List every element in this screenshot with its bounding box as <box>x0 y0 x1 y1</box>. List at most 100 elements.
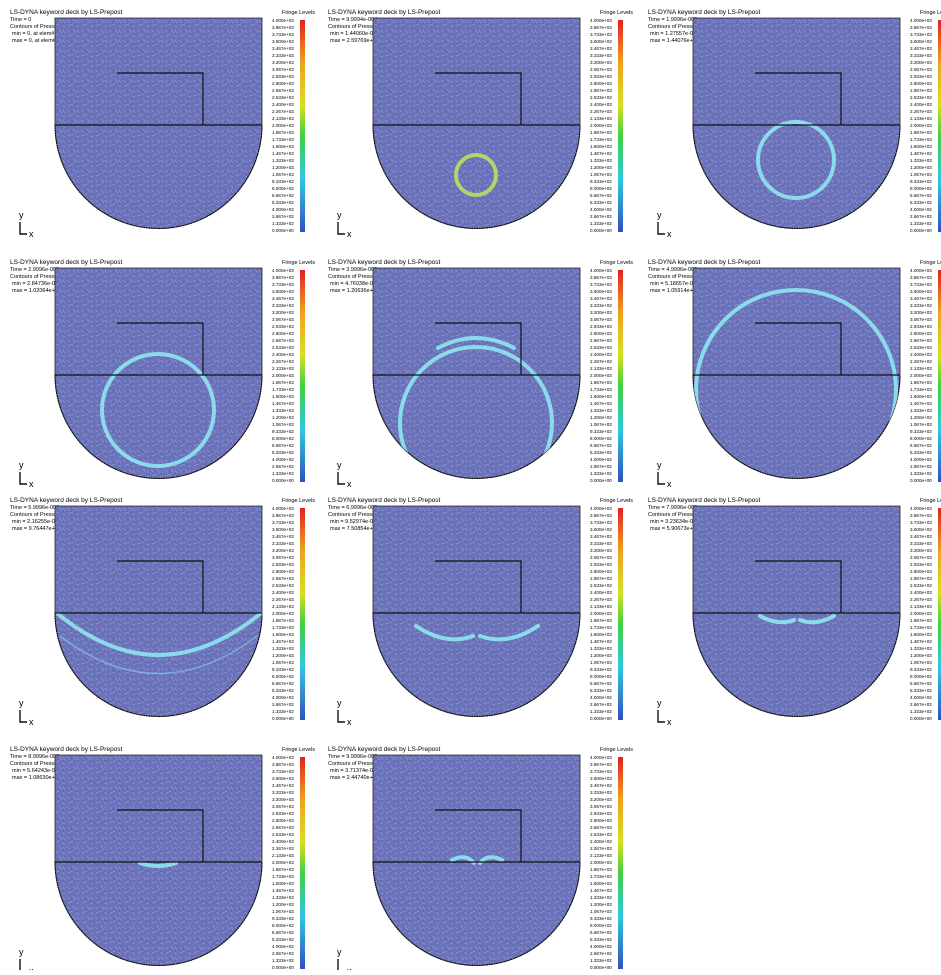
fringe-level: 2.267e+03 <box>272 597 294 602</box>
fringe-level: 3.867e+03 <box>272 275 294 280</box>
fringe-title: Fringe Levels <box>920 260 941 266</box>
domain-edge <box>692 612 901 718</box>
fringe-level: 2.800e+03 <box>590 818 612 823</box>
fringe-level: 2.400e+03 <box>272 102 294 107</box>
fringe-level: 3.200e+03 <box>910 548 932 553</box>
fringe-level: 2.267e+03 <box>272 846 294 851</box>
min-label: min = 4.76038e-04, at elem# 3463 <box>330 281 414 287</box>
fringe-level: 1.067e+03 <box>272 909 294 914</box>
fringe-bar <box>300 270 305 482</box>
fringe-level: 2.400e+03 <box>272 590 294 595</box>
fringe-level: 2.133e+03 <box>590 853 612 858</box>
fringe-level: 3.333e+03 <box>910 303 932 308</box>
fringe-level: 2.533e+03 <box>272 95 294 100</box>
inner-structure <box>435 809 522 862</box>
fringe-level: 6.667e+02 <box>590 681 612 686</box>
fringe-level: 0.000e+00 <box>910 228 932 233</box>
fringe-level: 3.867e+03 <box>590 513 612 518</box>
fringe-level: 3.333e+03 <box>910 53 932 58</box>
min-label: min = 2.16255e-04, at elem# 1273 <box>12 519 96 525</box>
fringe-level: 3.067e+03 <box>590 317 612 322</box>
fringe-level: 4.000e+02 <box>590 695 612 700</box>
fringe-level: 1.867e+03 <box>272 867 294 872</box>
fringe-title: Fringe Levels <box>282 10 315 16</box>
fringe-level: 8.000e+02 <box>272 186 294 191</box>
fringe-level: 2.267e+03 <box>910 359 932 364</box>
fringe-level: 4.000e+03 <box>590 506 612 511</box>
fringe-level: 2.667e+02 <box>272 214 294 219</box>
fringe-level: 1.200e+03 <box>272 165 294 170</box>
fringe-level: 3.067e+03 <box>910 67 932 72</box>
fringe-level: 3.200e+03 <box>590 548 612 553</box>
fringe-level: 1.333e+03 <box>910 408 932 413</box>
inner-structure <box>117 809 204 862</box>
fringe-level: 2.933e+03 <box>590 74 612 79</box>
fringe-level: 4.000e+02 <box>272 207 294 212</box>
fringe-level: 2.133e+03 <box>590 116 612 121</box>
fringe-level: 1.067e+03 <box>910 172 932 177</box>
fringe-level: 1.600e+03 <box>272 144 294 149</box>
fringe-level: 9.333e+02 <box>590 916 612 921</box>
fringe-level: 4.000e+03 <box>272 268 294 273</box>
fringe-level: 2.267e+03 <box>272 109 294 114</box>
fringe-title: Fringe Levels <box>600 747 633 753</box>
fringe-level: 1.067e+03 <box>910 660 932 665</box>
fringe-level: 8.000e+02 <box>590 186 612 191</box>
fringe-bar <box>938 20 941 232</box>
domain <box>54 754 263 966</box>
wave-fronts <box>454 153 498 197</box>
time-label: Time = 5.9996e-003 <box>10 505 59 511</box>
wave-front <box>138 861 178 868</box>
fringe-level: 1.333e+02 <box>910 709 932 714</box>
fringe-level: 4.000e+02 <box>590 457 612 462</box>
fringe-level: 9.333e+02 <box>910 667 932 672</box>
fringe-level: 2.667e+02 <box>910 214 932 219</box>
fringe-level: 1.333e+03 <box>590 646 612 651</box>
fringe-level: 1.867e+03 <box>910 130 932 135</box>
fringe-level: 2.933e+03 <box>910 324 932 329</box>
fringe-level: 5.333e+02 <box>590 937 612 942</box>
fringe-level: 8.000e+02 <box>272 436 294 441</box>
fringe-level: 1.867e+03 <box>272 130 294 135</box>
fringe-level: 2.533e+03 <box>590 345 612 350</box>
fringe-level: 4.000e+02 <box>590 207 612 212</box>
fringe-level: 3.200e+03 <box>272 60 294 65</box>
fringe-level: 3.467e+03 <box>910 46 932 51</box>
fringe-level: 8.000e+02 <box>272 674 294 679</box>
fringe-level: 1.333e+02 <box>910 221 932 226</box>
fringe-level: 1.467e+03 <box>272 151 294 156</box>
fringe-level: 1.333e+02 <box>590 221 612 226</box>
wave-fronts <box>694 288 898 479</box>
axis-x-label: x <box>347 229 352 239</box>
fringe-level: 3.467e+03 <box>590 46 612 51</box>
fringe-level: 1.333e+03 <box>272 895 294 900</box>
fringe-level: 2.133e+03 <box>590 604 612 609</box>
fringe-level: 2.667e+03 <box>590 338 612 343</box>
inner-structure <box>435 560 522 613</box>
fringe-level: 8.000e+02 <box>910 436 932 441</box>
fringe-level: 2.533e+03 <box>590 583 612 588</box>
wave-fronts <box>756 120 836 200</box>
fringe-level: 5.333e+02 <box>910 450 932 455</box>
axis-triad <box>19 472 27 485</box>
panel-title: LS-DYNA keyword deck by LS-Prepost <box>328 497 441 504</box>
fringe-level: 4.000e+03 <box>590 268 612 273</box>
fringe-level: 2.667e+02 <box>590 951 612 956</box>
fringe-level: 8.000e+02 <box>590 674 612 679</box>
fringe-level: 2.667e+03 <box>910 338 932 343</box>
fringe-level: 1.067e+03 <box>590 909 612 914</box>
fringe-level: 4.000e+03 <box>910 18 932 23</box>
fringe-level: 1.733e+03 <box>272 387 294 392</box>
panel-title: LS-DYNA keyword deck by LS-Prepost <box>10 746 123 753</box>
fringe-level: 2.000e+03 <box>910 611 932 616</box>
time-label: Time = 1.9996e-003 <box>648 17 697 23</box>
fringe-level: 0.000e+00 <box>272 716 294 721</box>
fringe-level: 3.333e+03 <box>272 541 294 546</box>
fringe-level: 1.733e+03 <box>590 625 612 630</box>
